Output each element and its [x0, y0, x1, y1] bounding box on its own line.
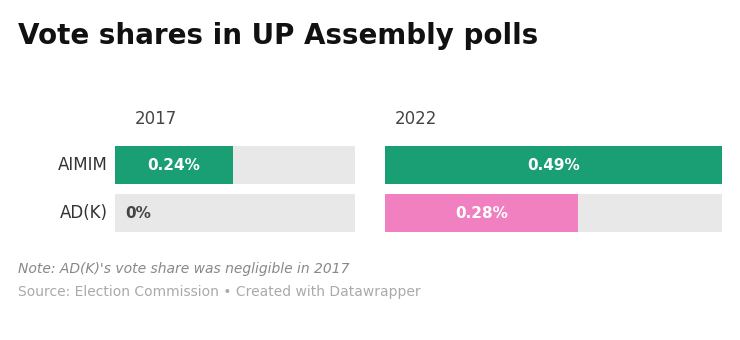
Text: Source: Election Commission • Created with Datawrapper: Source: Election Commission • Created wi…	[18, 285, 420, 299]
Text: Note: AD(K)'s vote share was negligible in 2017: Note: AD(K)'s vote share was negligible …	[18, 262, 349, 276]
Text: Vote shares in UP Assembly polls: Vote shares in UP Assembly polls	[18, 22, 538, 50]
Text: 2017: 2017	[135, 110, 178, 128]
Bar	[115, 146, 232, 184]
Bar	[115, 146, 355, 184]
Text: AIMIM: AIMIM	[58, 156, 108, 174]
Bar	[385, 194, 722, 232]
Text: 0%: 0%	[125, 205, 151, 221]
Text: AD(K): AD(K)	[60, 204, 108, 222]
Bar	[115, 194, 355, 232]
Bar	[385, 194, 578, 232]
Bar	[385, 146, 722, 184]
Text: 0.28%: 0.28%	[455, 205, 508, 221]
Text: 0.24%: 0.24%	[147, 157, 201, 172]
Bar	[385, 146, 722, 184]
Text: 0.49%: 0.49%	[527, 157, 580, 172]
Text: 2022: 2022	[395, 110, 437, 128]
